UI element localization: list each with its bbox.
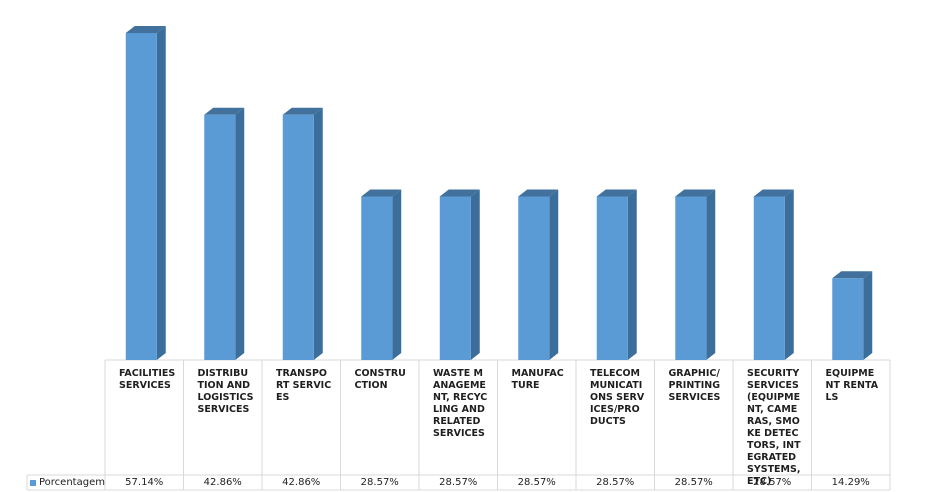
value-label: 28.57% <box>517 477 556 488</box>
category-label: EQUIPMENT RENTALS <box>825 368 879 403</box>
legend-label: Porcentagem <box>39 477 105 488</box>
bar-side-2 <box>235 107 245 360</box>
bar-side-6 <box>549 189 559 360</box>
category-label: TELECOMMUNICATIONS SERVICES/PRODUCTS <box>590 368 645 427</box>
bar-2 <box>204 114 236 360</box>
value-label: 28.57% <box>753 477 792 488</box>
bar-top-1 <box>125 26 166 33</box>
bar-top-8 <box>675 189 716 197</box>
value-label: 42.86% <box>282 477 321 488</box>
bar-1 <box>125 33 157 360</box>
category-label: MANUFACTURE <box>511 368 564 391</box>
bar-top-9 <box>753 189 794 197</box>
bar-3 <box>282 114 314 360</box>
bar-side-4 <box>392 189 402 360</box>
legend: Porcentagem <box>30 476 105 490</box>
bar-side-8 <box>706 189 716 360</box>
category-label: CONSTRUCTION <box>354 368 406 391</box>
category-label: FACILITIES SERVICES <box>119 368 176 391</box>
bar-10 <box>832 278 864 360</box>
value-label: 42.86% <box>203 477 242 488</box>
bar-top-5 <box>439 189 480 197</box>
value-label: 28.57% <box>360 477 399 488</box>
bar-side-7 <box>627 189 637 360</box>
bar-9 <box>753 196 785 360</box>
value-label: 57.14% <box>125 477 164 488</box>
bar-6 <box>518 196 550 360</box>
bar-4 <box>361 196 393 360</box>
bar-top-10 <box>832 271 873 279</box>
legend-swatch <box>30 480 36 486</box>
value-label: 28.57% <box>674 477 713 488</box>
bar-side-9 <box>784 189 794 360</box>
bar-side-5 <box>470 189 480 360</box>
category-label: SECURITY SERVICES (EQUIPMENT, CAMERAS, S… <box>747 368 801 487</box>
value-label: 14.29% <box>831 477 870 488</box>
bar-5 <box>439 196 471 360</box>
bar-top-7 <box>596 189 637 197</box>
category-label: TRANSPORT SERVICES <box>276 368 332 403</box>
bar-side-10 <box>863 271 873 360</box>
value-label: 28.57% <box>596 477 635 488</box>
value-label: 28.57% <box>439 477 478 488</box>
category-label: GRAPHIC/PRINTING SERVICES <box>668 368 721 403</box>
bar-side-3 <box>313 107 323 360</box>
bar-top-2 <box>204 107 245 115</box>
bar-top-3 <box>282 107 323 115</box>
category-label: DISTRIBUTION AND LOGISTICS SERVICES <box>197 368 254 415</box>
category-label: WASTE MANAGEMENT, RECYCLING AND RELATED … <box>433 368 488 439</box>
bar-top-6 <box>518 189 559 197</box>
bar-8 <box>675 196 707 360</box>
bar-7 <box>596 196 628 360</box>
bar-top-4 <box>361 189 402 197</box>
bar-side-1 <box>156 26 166 360</box>
